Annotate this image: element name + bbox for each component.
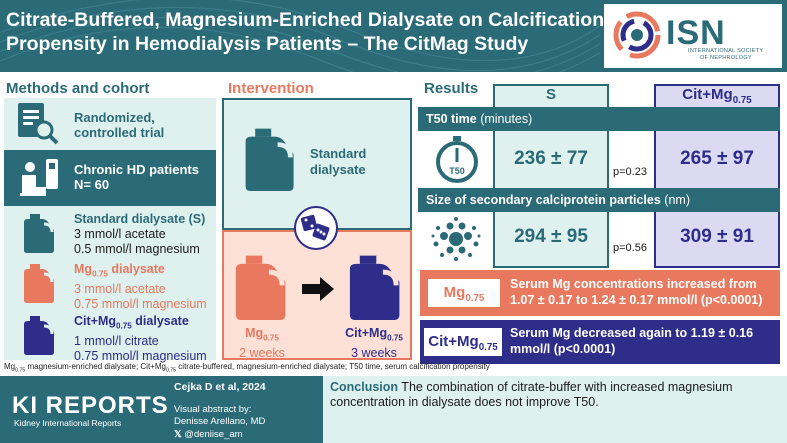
- arm-standard-name: Standard dialysate (S): [74, 212, 206, 226]
- jug-icon-mg: [24, 264, 54, 303]
- mg-chip: Mg0.75: [428, 279, 500, 307]
- logo-subtitle-1: INTERNATIONAL SOCIETY: [688, 48, 764, 54]
- footer-left-panel: [0, 376, 323, 443]
- cohort-label: Chronic HD patients N= 60: [74, 162, 199, 192]
- cpp-label: Size of secondary calciprotein particles: [426, 193, 661, 207]
- design-line-2: controlled trial: [74, 125, 165, 140]
- cpp-standard-value: 294 ± 95: [514, 226, 588, 247]
- logo-text: ISN: [666, 14, 726, 52]
- citmg-result-text: Serum Mg decreased again to 1.19 ± 0.16 …: [510, 325, 753, 357]
- jug-icon-mg-large: [235, 255, 286, 320]
- conclusion-line1: Conclusion The combination of citrate-bu…: [330, 380, 733, 394]
- cpp-unit: (nm): [660, 193, 690, 207]
- dice-icon: [294, 206, 338, 250]
- conclusion-text: Conclusion The combination of citrate-bu…: [330, 380, 780, 410]
- arm-mg-line1: 3 mmol/l acetate: [74, 281, 166, 296]
- page-title: Citrate-Buffered, Magnesium-Enriched Dia…: [6, 8, 606, 56]
- t50-p-value: p=0.23: [613, 166, 647, 178]
- author-handle[interactable]: 𝕏 @deniise_am: [174, 429, 243, 440]
- visual-abstract-by: Visual abstract by:: [174, 404, 252, 415]
- citmg-phase-duration: 3 weeks: [351, 345, 397, 360]
- mg-result-line1: Serum Mg concentrations increased from: [510, 277, 757, 291]
- cpp-citmg-value: 309 ± 91: [680, 226, 754, 247]
- citation: Cejka D et al, 2024: [174, 381, 266, 393]
- design-label: Randomized, controlled trial: [74, 110, 164, 140]
- jug-icon-standard: [24, 214, 54, 253]
- header-decor-lines: [0, 0, 600, 72]
- x-icon: 𝕏: [174, 429, 182, 440]
- column-standard-header: S: [545, 86, 556, 103]
- mg-result-line2: 1.07 ± 0.17 to 1.24 ± 0.17 mmol/l (p<0.0…: [510, 293, 763, 307]
- arm-citmg: Cit+Mg0.75 dialysate 1 mmol/l citrate 0.…: [74, 314, 207, 364]
- t50-header-bar: T50 time (minutes): [418, 107, 780, 131]
- conclusion-line2: concentration in dialysate does not impr…: [330, 395, 599, 409]
- methods-title: Methods and cohort: [6, 80, 150, 97]
- t50-standard-value: 236 ± 77: [514, 148, 588, 169]
- mg-phase-name: Mg0.75: [245, 326, 279, 343]
- stopwatch-icon: T50: [436, 136, 478, 183]
- jug-icon-citmg-large: [349, 255, 400, 320]
- arm-standard: Standard dialysate (S) 3 mmol/l acetate …: [74, 212, 205, 257]
- logo-subtitle-2: OF NEPHROLOGY: [700, 55, 752, 61]
- abbreviations-footnote: Mg0.75 magnesium-enriched dialysate; Cit…: [4, 362, 490, 374]
- dialysis-chair-icon: [20, 159, 58, 196]
- citmg-result-line1: Serum Mg decreased again to 1.19 ± 0.16: [510, 326, 754, 340]
- standard-dialysate-label: Standard dialysate: [310, 146, 366, 178]
- jug-icon-citmg: [24, 316, 54, 355]
- mg-phase-label: Mg0.75 2 weeks: [232, 326, 292, 360]
- title-line-1: Citrate-Buffered, Magnesium-Enriched Dia…: [6, 9, 605, 31]
- standard-line-1: Standard: [310, 146, 367, 161]
- mg-result-text: Serum Mg concentrations increased from 1…: [510, 276, 762, 308]
- cohort-line-2: N= 60: [74, 177, 110, 192]
- conclusion-panel: [323, 376, 787, 443]
- arm-citmg-line2: 0.75 mmol/l magnesium: [74, 348, 207, 363]
- arm-citmg-name: Cit+Mg0.75 dialysate: [74, 314, 189, 331]
- arm-standard-line2: 0.5 mmol/l magnesium: [74, 242, 200, 256]
- document-magnifier-icon: [18, 103, 59, 145]
- cohort-box: [4, 150, 216, 206]
- arm-mg-line2: 0.75 mmol/l magnesium: [74, 296, 207, 311]
- ki-reports-subtitle: Kidney International Reports: [14, 418, 122, 428]
- arm-mg: Mg0.75 dialysate 3 mmol/l acetate 0.75 m…: [74, 262, 207, 312]
- citmg-phase-name: Cit+Mg0.75: [345, 326, 403, 343]
- stopwatch-label: T50: [449, 166, 465, 176]
- arm-mg-name: Mg0.75 dialysate: [74, 262, 165, 279]
- isn-globe-icon: [613, 11, 661, 59]
- t50-label: T50 time: [426, 112, 477, 126]
- arm-standard-line1: 3 mmol/l acetate: [74, 227, 166, 241]
- column-citmg-header: Cit+Mg0.75: [682, 86, 752, 106]
- author-name: Denisse Arellano, MD: [174, 416, 266, 427]
- mg-phase-duration: 2 weeks: [239, 345, 285, 360]
- intervention-title: Intervention: [228, 80, 314, 97]
- citmg-phase-label: Cit+Mg0.75 3 weeks: [336, 326, 412, 360]
- handle-text: @deniise_am: [184, 429, 243, 440]
- title-line-2: Propensity in Hemodialysis Patients – Th…: [6, 33, 529, 55]
- citmg-chip: Cit+Mg0.75: [424, 328, 502, 356]
- cpp-p-value: p=0.56: [613, 242, 647, 254]
- jug-icon-standard-large: [245, 128, 294, 191]
- results-title: Results: [424, 80, 479, 97]
- standard-line-2: dialysate: [310, 162, 366, 177]
- cohort-line-1: Chronic HD patients: [74, 162, 199, 177]
- arrow-right-icon: [302, 277, 334, 301]
- t50-citmg-value: 265 ± 97: [680, 148, 754, 169]
- particles-icon: [431, 217, 481, 261]
- citmg-result-line2: mmol/l (p<0.0001): [510, 342, 616, 356]
- t50-unit: (minutes): [476, 112, 533, 126]
- arm-citmg-line1: 1 mmol/l citrate: [74, 333, 159, 348]
- cpp-header-bar: Size of secondary calciprotein particles…: [418, 188, 780, 212]
- ki-reports-logo: KI REPORTS: [12, 392, 169, 419]
- design-line-1: Randomized,: [74, 110, 155, 125]
